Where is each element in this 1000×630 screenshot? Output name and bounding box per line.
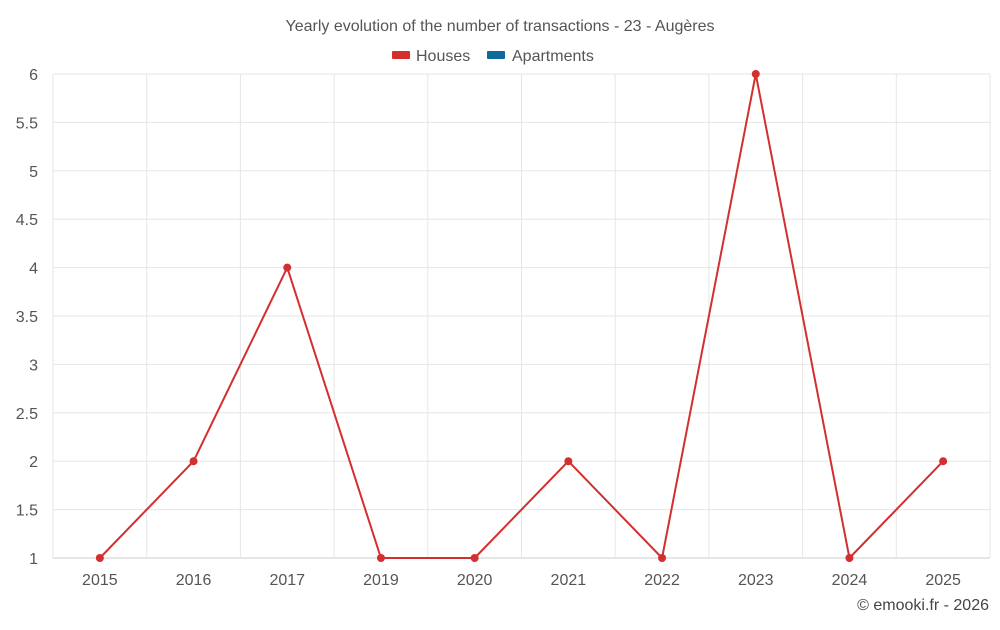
y-tick-label: 4 xyxy=(29,261,38,278)
data-point[interactable] xyxy=(189,457,198,466)
data-point[interactable] xyxy=(658,554,667,562)
series-line-houses xyxy=(99,73,944,559)
legend-label-houses: Houses xyxy=(416,48,470,65)
y-axis-ticks: 1 1.5 2 2.5 3 3.5 4 4.5 5 5.5 6 xyxy=(16,67,38,568)
legend-swatch-apartments xyxy=(487,51,505,59)
y-tick-label: 1 xyxy=(29,551,38,568)
legend: Houses Apartments xyxy=(392,48,594,65)
data-point[interactable] xyxy=(751,70,760,78)
legend-item-apartments[interactable]: Apartments xyxy=(487,48,594,65)
y-tick-label: 3.5 xyxy=(16,309,38,326)
x-tick-label: 2017 xyxy=(269,572,305,589)
y-tick-label: 4.5 xyxy=(16,212,38,229)
x-tick-label: 2025 xyxy=(925,572,961,589)
y-tick-label: 5.5 xyxy=(16,115,38,132)
x-axis-ticks: 2015 2016 2017 2019 2020 2021 2022 2023 2024 2025 xyxy=(82,572,961,589)
x-tick-label: 2015 xyxy=(82,572,118,589)
x-tick-label: 2023 xyxy=(738,572,774,589)
x-tick-label: 2020 xyxy=(457,572,493,589)
x-tick-label: 2021 xyxy=(551,572,587,589)
data-point[interactable] xyxy=(95,554,104,562)
y-tick-label: 2 xyxy=(29,454,38,471)
chart-title: Yearly evolution of the number of transa… xyxy=(286,18,715,35)
x-tick-label: 2016 xyxy=(176,572,212,589)
x-tick-label: 2022 xyxy=(644,572,680,589)
credit-text: © emooki.fr - 2026 xyxy=(857,597,989,614)
y-tick-label: 1.5 xyxy=(16,503,38,520)
data-point[interactable] xyxy=(470,554,479,562)
series-houses xyxy=(95,70,948,562)
data-point[interactable] xyxy=(845,554,854,562)
data-point[interactable] xyxy=(283,263,292,272)
y-tick-label: 6 xyxy=(29,67,38,84)
data-point[interactable] xyxy=(564,457,573,466)
legend-label-apartments: Apartments xyxy=(512,48,594,65)
legend-item-houses[interactable]: Houses xyxy=(392,48,470,65)
y-tick-label: 2.5 xyxy=(16,406,38,423)
y-tick-label: 3 xyxy=(29,357,38,374)
y-tick-label: 5 xyxy=(29,164,38,181)
data-point[interactable] xyxy=(376,554,385,562)
x-tick-label: 2024 xyxy=(832,572,868,589)
x-tick-label: 2019 xyxy=(363,572,399,589)
grid-lines xyxy=(52,73,991,559)
data-point[interactable] xyxy=(939,457,948,466)
legend-swatch-houses xyxy=(392,51,410,59)
